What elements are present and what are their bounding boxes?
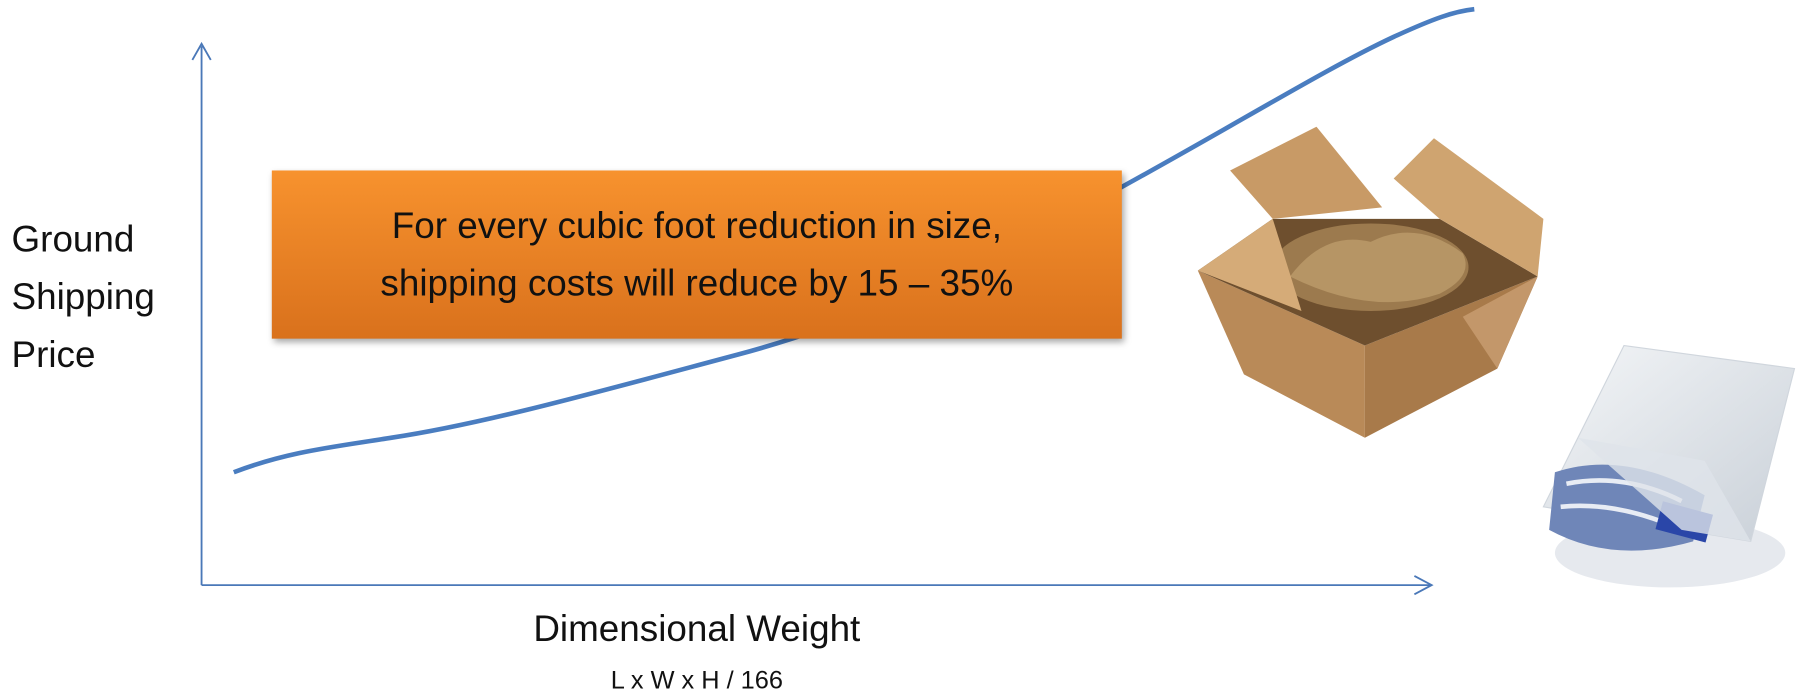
box-image [1197,126,1544,438]
axes [191,41,1434,596]
x-axis-label: Dimensional Weight [533,608,860,649]
y-axis-label: Ground [12,219,135,260]
y-axis-label: Price [12,334,96,375]
x-axis-sublabel: L x W x H / 166 [611,667,783,695]
callout-box [271,170,1122,339]
callout-line: shipping costs will reduce by 15 – 35% [380,262,1013,303]
y-axis-label: Shipping [12,276,155,317]
x-arrow [1413,575,1434,596]
mailer-image [1542,344,1796,588]
callout-line: For every cubic foot reduction in size, [392,205,1002,246]
y-arrow [191,41,212,61]
